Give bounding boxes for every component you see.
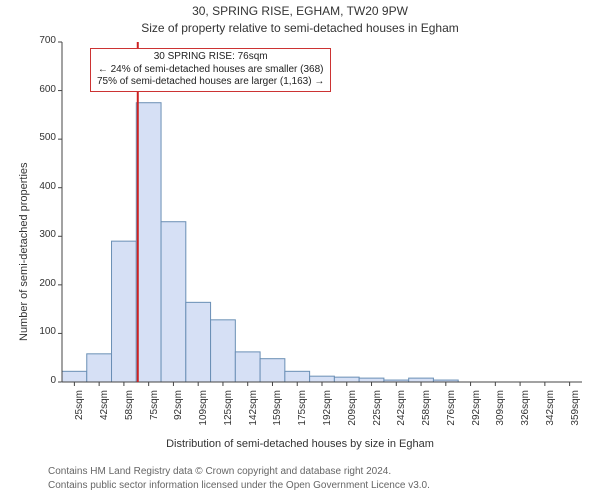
footer-line-2: Contains public sector information licen… (48, 480, 430, 491)
info-line-2: ← 24% of semi-detached houses are smalle… (97, 64, 324, 77)
info-line-1: 30 SPRING RISE: 76sqm (97, 51, 324, 64)
info-box: 30 SPRING RISE: 76sqm ← 24% of semi-deta… (90, 48, 331, 92)
y-tick: 200 (39, 278, 56, 289)
page-subtitle: Size of property relative to semi-detach… (0, 21, 600, 35)
footer-line-1: Contains HM Land Registry data © Crown c… (48, 466, 391, 477)
y-tick: 0 (50, 375, 56, 386)
y-tick: 700 (39, 35, 56, 46)
y-tick: 100 (39, 326, 56, 337)
x-axis-label: Distribution of semi-detached houses by … (0, 438, 600, 450)
chart-container: 30, SPRING RISE, EGHAM, TW20 9PW Size of… (0, 0, 600, 500)
y-tick: 300 (39, 229, 56, 240)
y-tick: 500 (39, 132, 56, 143)
info-line-3: 75% of semi-detached houses are larger (… (97, 76, 324, 89)
page-title: 30, SPRING RISE, EGHAM, TW20 9PW (0, 4, 600, 18)
y-axis-label: Number of semi-detached properties (18, 163, 30, 342)
y-tick: 600 (39, 84, 56, 95)
histogram-plot (62, 42, 582, 390)
y-tick: 400 (39, 181, 56, 192)
